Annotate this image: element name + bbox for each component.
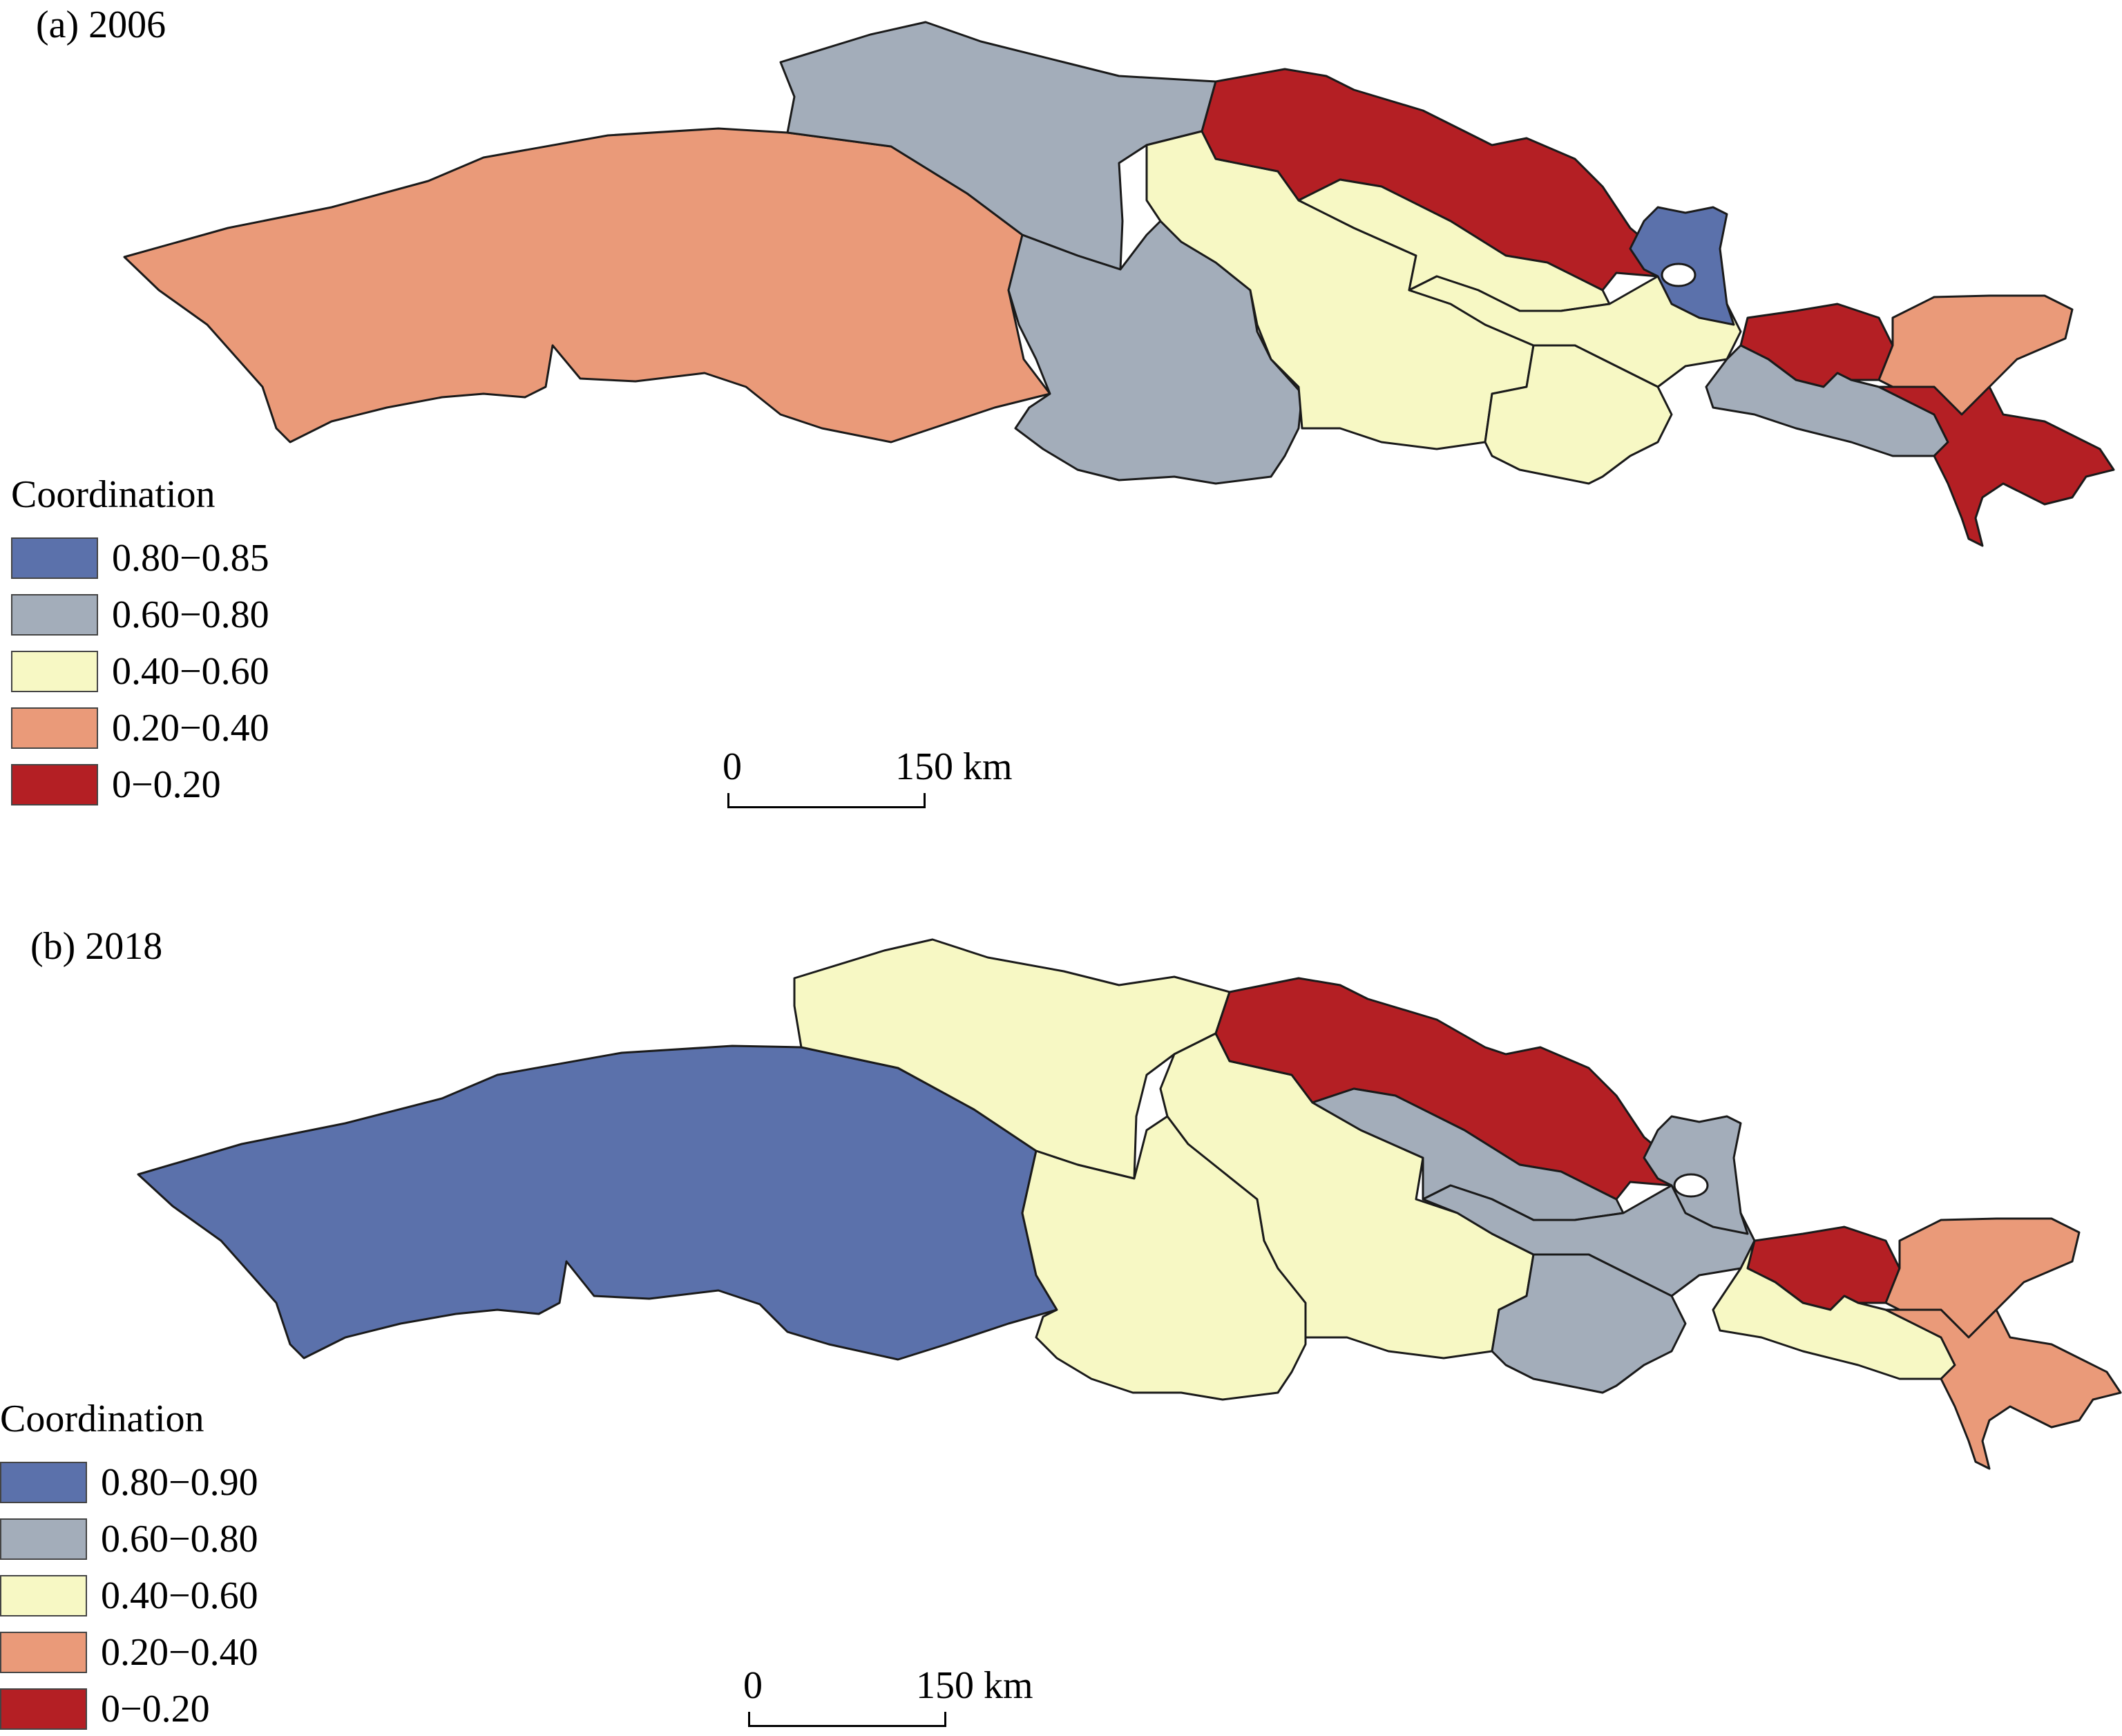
legend-swatch — [11, 594, 98, 636]
legend-swatch — [11, 764, 98, 805]
legend-item: 0.20−0.40 — [0, 1630, 258, 1675]
legend-label: 0−0.20 — [101, 1688, 210, 1730]
legend-swatch — [11, 651, 98, 692]
legend-title: Coordination — [11, 473, 216, 516]
scale-end-label: 150 km — [916, 1664, 1033, 1707]
region-south-central-east — [1491, 1253, 1687, 1394]
choropleth-map — [137, 938, 2122, 1470]
region-east-northeast — [1884, 1217, 2081, 1339]
legend-label: 0.60−0.80 — [112, 593, 269, 636]
region-west — [137, 1045, 1058, 1361]
legend-swatch — [0, 1688, 87, 1730]
legend-label: 0−0.20 — [112, 763, 221, 806]
legend-swatch — [0, 1518, 87, 1560]
legend-item: 0.60−0.80 — [0, 1517, 258, 1561]
legend-item: 0−0.20 — [11, 763, 221, 807]
legend-label: 0.40−0.60 — [101, 1574, 258, 1617]
region-west — [123, 127, 1051, 443]
legend-item: 0−0.20 — [0, 1687, 210, 1731]
legend-label: 0.20−0.40 — [101, 1631, 258, 1674]
legend-label: 0.40−0.60 — [112, 650, 269, 693]
map-panel-2018: (b) 2018 Coordination 0.80−0.90 0.60−0.8… — [0, 868, 2122, 1735]
legend-item: 0.80−0.85 — [11, 536, 269, 580]
legend-item: 0.40−0.60 — [0, 1574, 258, 1618]
legend-swatch — [0, 1575, 87, 1616]
legend-label: 0.80−0.85 — [112, 537, 269, 580]
scale-start-label: 0 — [743, 1664, 763, 1707]
legend-item: 0.20−0.40 — [11, 706, 269, 750]
scale-start-label: 0 — [723, 745, 742, 788]
scale-bar-line — [727, 793, 926, 808]
lake-icon — [1673, 1173, 1709, 1198]
legend-item: 0.80−0.90 — [0, 1460, 258, 1505]
lake-icon — [1661, 263, 1696, 287]
region-east-northeast — [1877, 294, 2074, 416]
region-north-central — [779, 21, 1217, 271]
panel-title: (b) 2018 — [30, 925, 163, 968]
map-panel-2006: (a) 2006 Coordination 0.80−0.85 0.60−0.8… — [11, 3, 2115, 817]
scale-bar: 0 150 km — [743, 1664, 1033, 1735]
panel-title: (a) 2006 — [36, 3, 166, 46]
legend-item: 0.40−0.60 — [11, 649, 269, 694]
scale-bar: 0 150 km — [723, 745, 1013, 817]
legend-item: 0.60−0.80 — [11, 593, 269, 637]
region-east-peninsula — [1884, 1308, 2122, 1470]
legend-label: 0.20−0.40 — [112, 707, 269, 750]
legend-title: Coordination — [0, 1398, 204, 1440]
legend-swatch — [0, 1632, 87, 1673]
scale-bar-line — [748, 1712, 946, 1727]
scale-end-label: 150 km — [895, 745, 1013, 788]
legend-swatch — [11, 537, 98, 579]
legend-swatch — [0, 1462, 87, 1503]
region-south-central-east — [1484, 344, 1673, 485]
legend-swatch — [11, 707, 98, 749]
region-east-peninsula — [1877, 385, 2115, 547]
legend-label: 0.80−0.90 — [101, 1461, 258, 1504]
choropleth-map — [123, 21, 2115, 547]
legend-label: 0.60−0.80 — [101, 1518, 258, 1561]
region-north-central — [793, 938, 1231, 1180]
